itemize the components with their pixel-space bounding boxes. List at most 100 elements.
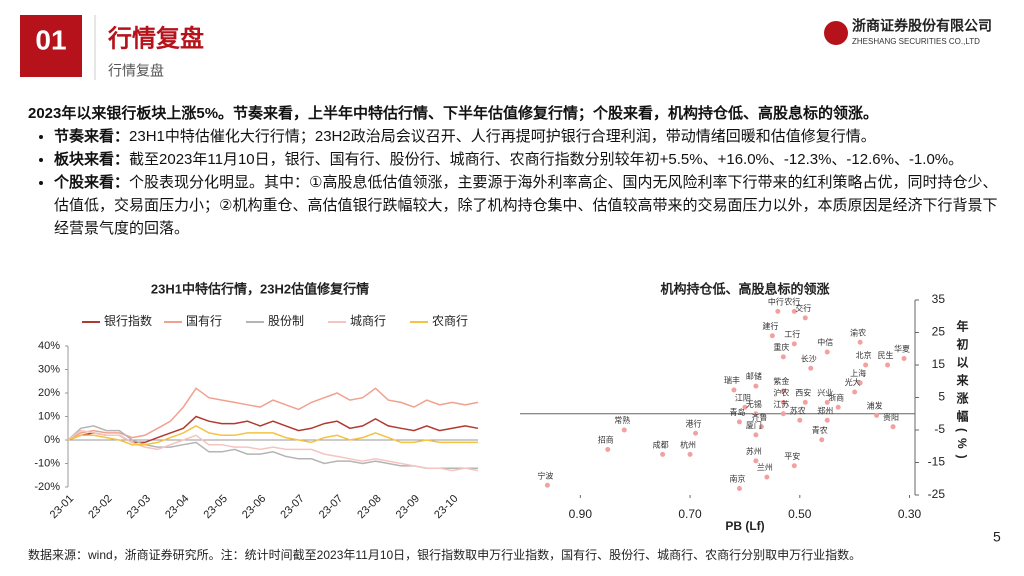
bullet-label: 个股来看： — [54, 174, 130, 191]
point — [605, 447, 611, 452]
bullet: 板块来看：截至2023年11月10日，银行、国有行、股份行、城商行、农商行指数分… — [54, 148, 1003, 171]
point-label: 西安 — [795, 387, 811, 397]
y-tick-label: 25 — [932, 325, 946, 339]
point — [824, 349, 830, 355]
point-label: 兴业 — [817, 387, 833, 397]
point — [780, 354, 786, 360]
point-label: 平安 — [784, 451, 800, 461]
series-line — [67, 387, 479, 441]
bullet: 个股来看：个股表现分化明显。其中：①高股息低估值领涨，主要源于海外利率高企、国内… — [54, 171, 1003, 240]
bullet-list: 节奏来看：23H1中特估催化大行行情；23H2政治局会议召开、人行再提呵护银行合… — [28, 125, 1003, 240]
point-label: 上海 — [850, 368, 866, 378]
point — [544, 482, 550, 488]
x-tick-label: 23-08 — [355, 493, 383, 521]
bullet: 节奏来看：23H1中特估催化大行行情；23H2政治局会议召开、人行再提呵护银行合… — [54, 125, 1003, 148]
x-tick-label: 23-06 — [240, 493, 268, 521]
point — [780, 411, 786, 417]
x-axis-label: PB (Lf) — [725, 519, 764, 533]
chart-title: 23H1中特估行情，23H2估值修复行情 — [151, 281, 369, 296]
point — [857, 380, 863, 386]
point — [852, 389, 858, 395]
point — [780, 388, 786, 394]
bullet-text: 23H1中特估催化大行行情；23H2政治局会议召开、人行再提呵护银行合理利润，带… — [129, 128, 876, 145]
point — [863, 362, 869, 368]
y-tick-label: 15 — [932, 357, 946, 371]
point — [693, 430, 699, 436]
y-tick-label: -20% — [34, 481, 60, 493]
point-label: 厦门 — [746, 420, 762, 430]
point — [824, 417, 830, 423]
y-tick-label: -15 — [928, 455, 946, 469]
point-label: 杭州 — [680, 439, 696, 449]
point-label: 工行 — [784, 329, 800, 339]
bullet-text: 截至2023年11月10日，银行、国有行、股份行、城商行、农商行指数分别较年初+… — [129, 151, 964, 168]
y-axis-label: 年初以来涨幅(%) — [955, 319, 969, 465]
x-tick-label: 23-07 — [317, 493, 345, 521]
point-label: 重庆 — [773, 342, 789, 352]
y-tick-label: 40% — [38, 340, 60, 352]
point — [769, 333, 775, 339]
logo-english: ZHESHANG SECURITIES CO.,LTD — [852, 37, 980, 46]
point — [885, 362, 891, 368]
point-label: 农行 — [784, 296, 800, 306]
point — [753, 458, 759, 464]
point — [791, 308, 797, 314]
point — [687, 451, 693, 457]
logo-name: 浙商证券股份有限公司 — [852, 18, 992, 34]
x-tick-label: 0.90 — [569, 507, 593, 521]
point-label: 青岛 — [729, 407, 745, 417]
x-tick-label: 0.50 — [788, 507, 812, 521]
point — [791, 463, 797, 469]
x-tick-label: 23-04 — [163, 493, 191, 521]
point-label: 光大 — [845, 377, 861, 387]
point-label: 兰州 — [757, 462, 773, 472]
point — [874, 412, 880, 418]
x-tick-label: 23-03 — [125, 493, 153, 521]
point-label: 港行 — [686, 418, 702, 428]
point — [802, 399, 808, 405]
point — [791, 341, 797, 347]
logo-icon — [824, 21, 848, 45]
x-tick-label: 23-01 — [48, 493, 76, 521]
point — [819, 437, 825, 443]
point-label: 成都 — [653, 439, 669, 449]
title: 行情复盘 — [107, 24, 204, 52]
point-label: 无锡 — [746, 400, 762, 409]
point — [808, 365, 814, 371]
point — [802, 315, 808, 321]
x-tick-label: 23-07 — [278, 493, 306, 521]
point — [736, 486, 742, 491]
point — [742, 404, 748, 410]
point-label: 贵阳 — [883, 412, 899, 422]
x-tick-label: 23-02 — [86, 493, 114, 521]
point — [901, 356, 907, 361]
bullet-label: 节奏来看： — [54, 128, 130, 145]
point — [857, 339, 863, 345]
point — [753, 432, 759, 438]
point — [731, 387, 737, 393]
point — [753, 411, 759, 417]
summary: 2023年以来银行板块上涨5%。节奏来看，上半年中特估行情、下半年估值修复行情；… — [28, 105, 879, 122]
x-tick-label: 23-05 — [202, 493, 230, 521]
point — [797, 417, 803, 423]
point — [660, 451, 666, 457]
point-label: 齐鲁 — [751, 412, 767, 422]
point — [775, 308, 781, 314]
point-label: 浙商 — [828, 392, 844, 402]
y-tick-label: 5 — [938, 390, 945, 404]
point — [758, 424, 764, 430]
point-label: 中行 — [768, 296, 784, 306]
point-label: 民生 — [878, 350, 894, 360]
point-label: 南京 — [729, 474, 745, 484]
x-tick-label: 0.70 — [678, 507, 702, 521]
point-label: 浦发 — [867, 400, 883, 410]
legend-label: 国有行 — [186, 314, 222, 328]
x-tick-label: 23-10 — [432, 493, 460, 521]
point-label: 苏州 — [746, 446, 762, 456]
point — [753, 383, 759, 389]
series-line — [67, 415, 479, 444]
y-tick-label: 0% — [44, 434, 60, 446]
point-label: 建行 — [762, 321, 778, 331]
point — [764, 474, 770, 480]
